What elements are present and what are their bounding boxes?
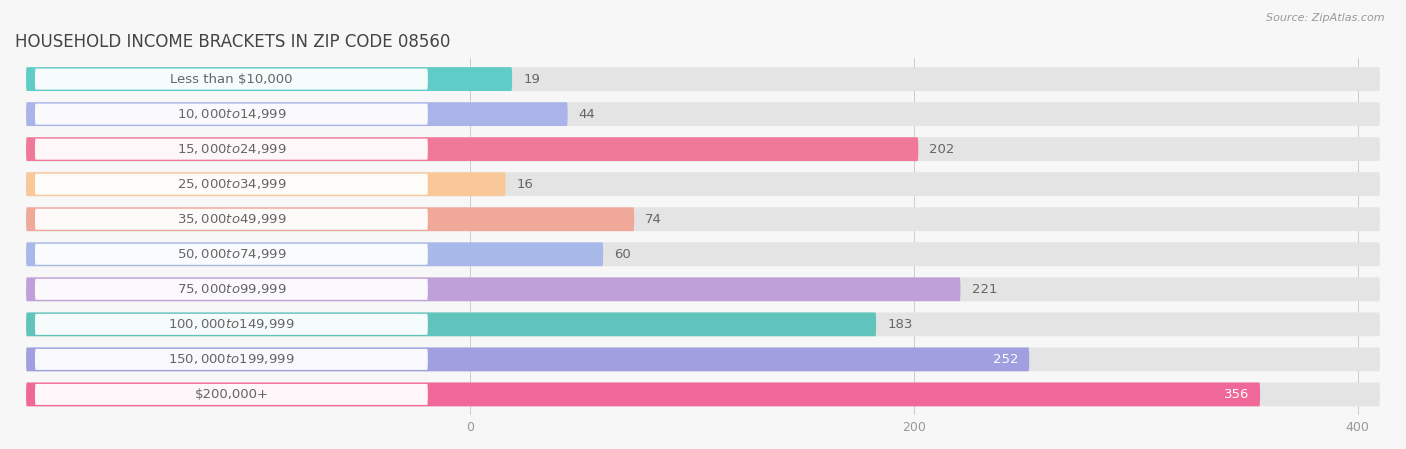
Text: 16: 16 <box>516 178 533 191</box>
FancyBboxPatch shape <box>27 383 1260 406</box>
FancyBboxPatch shape <box>27 277 960 301</box>
Text: Less than $10,000: Less than $10,000 <box>170 73 292 86</box>
Text: $100,000 to $149,999: $100,000 to $149,999 <box>169 317 295 331</box>
Text: 202: 202 <box>929 143 955 156</box>
FancyBboxPatch shape <box>27 137 1379 161</box>
Text: 19: 19 <box>523 73 540 86</box>
Text: $25,000 to $34,999: $25,000 to $34,999 <box>177 177 287 191</box>
Text: $200,000+: $200,000+ <box>194 388 269 401</box>
Text: $35,000 to $49,999: $35,000 to $49,999 <box>177 212 287 226</box>
Text: $10,000 to $14,999: $10,000 to $14,999 <box>177 107 287 121</box>
FancyBboxPatch shape <box>35 104 427 125</box>
FancyBboxPatch shape <box>27 172 1379 196</box>
Text: 74: 74 <box>645 213 662 226</box>
FancyBboxPatch shape <box>27 102 1379 126</box>
FancyBboxPatch shape <box>27 348 1379 371</box>
Text: HOUSEHOLD INCOME BRACKETS IN ZIP CODE 08560: HOUSEHOLD INCOME BRACKETS IN ZIP CODE 08… <box>15 33 450 51</box>
Text: Source: ZipAtlas.com: Source: ZipAtlas.com <box>1267 13 1385 23</box>
FancyBboxPatch shape <box>35 139 427 160</box>
Text: 44: 44 <box>579 108 596 121</box>
FancyBboxPatch shape <box>35 69 427 90</box>
FancyBboxPatch shape <box>35 314 427 335</box>
FancyBboxPatch shape <box>27 242 1379 266</box>
FancyBboxPatch shape <box>35 349 427 370</box>
FancyBboxPatch shape <box>27 313 1379 336</box>
Text: 183: 183 <box>887 318 912 331</box>
FancyBboxPatch shape <box>27 242 603 266</box>
Text: 60: 60 <box>614 248 631 261</box>
FancyBboxPatch shape <box>27 207 1379 231</box>
Text: 252: 252 <box>993 353 1018 366</box>
FancyBboxPatch shape <box>27 313 876 336</box>
FancyBboxPatch shape <box>35 174 427 195</box>
FancyBboxPatch shape <box>27 102 568 126</box>
Text: $50,000 to $74,999: $50,000 to $74,999 <box>177 247 287 261</box>
Text: 221: 221 <box>972 283 997 296</box>
FancyBboxPatch shape <box>27 348 1029 371</box>
Text: $150,000 to $199,999: $150,000 to $199,999 <box>169 352 295 366</box>
FancyBboxPatch shape <box>27 172 506 196</box>
FancyBboxPatch shape <box>35 244 427 265</box>
FancyBboxPatch shape <box>27 137 918 161</box>
Text: $75,000 to $99,999: $75,000 to $99,999 <box>177 282 287 296</box>
FancyBboxPatch shape <box>35 279 427 300</box>
Text: 356: 356 <box>1223 388 1249 401</box>
FancyBboxPatch shape <box>27 67 512 91</box>
Text: $15,000 to $24,999: $15,000 to $24,999 <box>177 142 287 156</box>
FancyBboxPatch shape <box>35 384 427 405</box>
FancyBboxPatch shape <box>27 383 1379 406</box>
FancyBboxPatch shape <box>27 207 634 231</box>
FancyBboxPatch shape <box>27 277 1379 301</box>
FancyBboxPatch shape <box>35 209 427 230</box>
FancyBboxPatch shape <box>27 67 1379 91</box>
